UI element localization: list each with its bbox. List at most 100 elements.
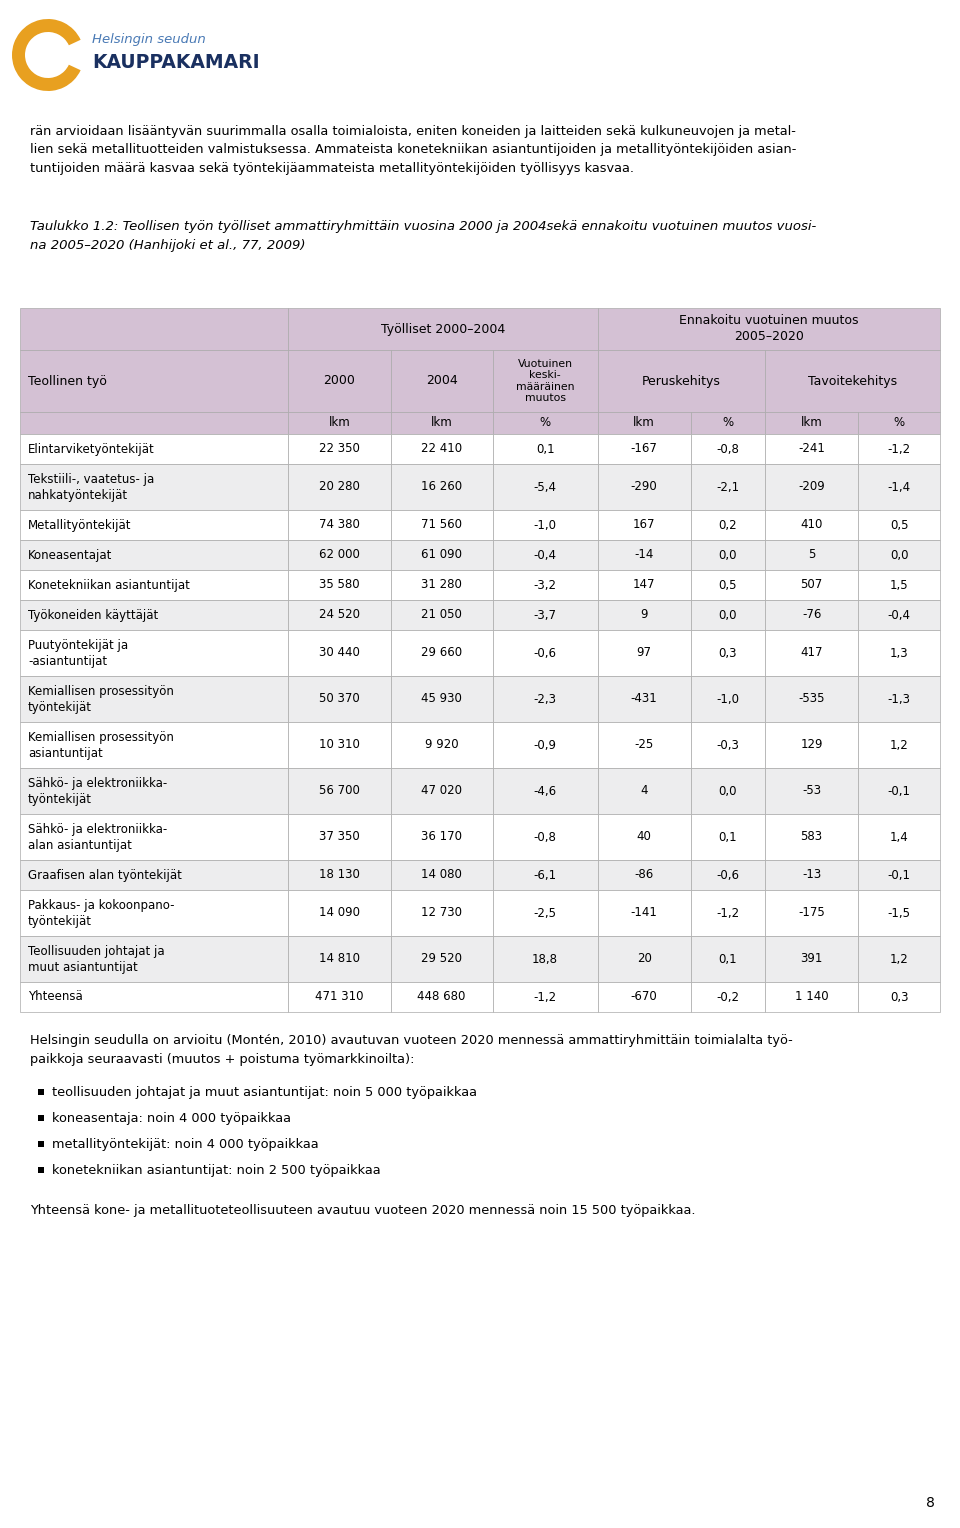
Text: 5: 5 xyxy=(808,549,815,561)
Text: Sähkö- ja elektroniikka-
työntekijät: Sähkö- ja elektroniikka- työntekijät xyxy=(28,776,167,805)
Bar xyxy=(20,601,288,630)
Text: -53: -53 xyxy=(802,784,821,798)
Bar xyxy=(691,570,765,601)
Text: 47 020: 47 020 xyxy=(421,784,462,798)
Text: 62 000: 62 000 xyxy=(319,549,360,561)
Text: -1,5: -1,5 xyxy=(888,906,911,920)
Bar xyxy=(691,814,765,860)
Bar xyxy=(597,723,691,769)
Text: 35 580: 35 580 xyxy=(319,579,360,591)
Text: -13: -13 xyxy=(802,868,821,882)
Bar xyxy=(492,434,597,465)
Bar xyxy=(391,723,492,769)
Bar xyxy=(691,889,765,937)
Bar xyxy=(765,434,858,465)
Bar xyxy=(765,860,858,889)
Bar xyxy=(492,769,597,814)
Bar xyxy=(858,570,940,601)
Bar xyxy=(288,510,391,539)
Bar xyxy=(597,769,691,814)
Text: lkm: lkm xyxy=(801,417,823,429)
Text: 147: 147 xyxy=(633,579,656,591)
Bar xyxy=(492,860,597,889)
Text: 56 700: 56 700 xyxy=(319,784,360,798)
Text: 1,4: 1,4 xyxy=(890,831,908,843)
Bar xyxy=(288,413,391,434)
Text: Kemiallisen prosessityön
asiantuntijat: Kemiallisen prosessityön asiantuntijat xyxy=(28,730,174,759)
Text: -175: -175 xyxy=(798,906,825,920)
Bar xyxy=(858,937,940,983)
Bar xyxy=(492,413,597,434)
Bar xyxy=(597,434,691,465)
Text: Graafisen alan työntekijät: Graafisen alan työntekijät xyxy=(28,868,181,882)
Text: Ennakoitu vuotuinen muutos
2005–2020: Ennakoitu vuotuinen muutos 2005–2020 xyxy=(679,315,858,344)
Bar xyxy=(858,889,940,937)
Bar xyxy=(597,675,691,723)
Bar xyxy=(858,510,940,539)
Text: -5,4: -5,4 xyxy=(534,480,557,494)
Bar xyxy=(38,1089,44,1096)
Bar xyxy=(38,1115,44,1122)
Wedge shape xyxy=(12,18,81,92)
Text: Teollinen työ: Teollinen työ xyxy=(28,374,107,388)
Bar xyxy=(20,539,288,570)
Text: Taulukko 1.2: Teollisen työn työlliset ammattiryhmittäin vuosina 2000 ja 2004sek: Taulukko 1.2: Teollisen työn työlliset a… xyxy=(30,220,816,252)
Text: 1,2: 1,2 xyxy=(890,738,908,752)
Text: -0,1: -0,1 xyxy=(888,784,911,798)
Bar xyxy=(20,723,288,769)
Text: 18,8: 18,8 xyxy=(532,952,558,966)
Text: -167: -167 xyxy=(631,443,658,455)
Bar xyxy=(765,350,940,413)
Bar xyxy=(38,1141,44,1148)
Text: -86: -86 xyxy=(635,868,654,882)
Bar xyxy=(765,675,858,723)
Bar xyxy=(391,465,492,510)
Text: Helsingin seudulla on arvioitu (Montén, 2010) avautuvan vuoteen 2020 mennessä am: Helsingin seudulla on arvioitu (Montén, … xyxy=(30,1034,793,1065)
Bar xyxy=(765,510,858,539)
Bar xyxy=(288,889,391,937)
Bar xyxy=(765,539,858,570)
Bar xyxy=(597,860,691,889)
Text: Teollisuuden johtajat ja
muut asiantuntijat: Teollisuuden johtajat ja muut asiantunti… xyxy=(28,944,164,973)
Text: 417: 417 xyxy=(801,646,823,660)
Text: 410: 410 xyxy=(801,518,823,532)
Bar xyxy=(20,889,288,937)
Text: 448 680: 448 680 xyxy=(418,990,466,1004)
Bar xyxy=(20,983,288,1012)
Bar xyxy=(288,983,391,1012)
Bar xyxy=(492,350,597,413)
Text: 4: 4 xyxy=(640,784,648,798)
Bar xyxy=(288,434,391,465)
Bar xyxy=(765,937,858,983)
Text: 0,3: 0,3 xyxy=(890,990,908,1004)
Bar xyxy=(597,309,940,350)
Bar xyxy=(391,434,492,465)
Text: 0,0: 0,0 xyxy=(719,549,737,561)
Text: 20: 20 xyxy=(636,952,652,966)
Text: 1 140: 1 140 xyxy=(795,990,828,1004)
Bar xyxy=(597,350,765,413)
Text: 0,5: 0,5 xyxy=(719,579,737,591)
Text: 14 090: 14 090 xyxy=(319,906,360,920)
Bar xyxy=(597,510,691,539)
Text: Työkoneiden käyttäjät: Työkoneiden käyttäjät xyxy=(28,608,158,622)
Bar xyxy=(858,769,940,814)
Text: -1,0: -1,0 xyxy=(716,692,739,706)
Bar xyxy=(391,570,492,601)
Text: 0,0: 0,0 xyxy=(719,608,737,622)
Bar xyxy=(391,630,492,675)
Bar xyxy=(492,630,597,675)
Bar xyxy=(492,465,597,510)
Bar xyxy=(492,723,597,769)
Bar xyxy=(391,675,492,723)
Text: -0,9: -0,9 xyxy=(534,738,557,752)
Text: 1,2: 1,2 xyxy=(890,952,908,966)
Bar xyxy=(391,889,492,937)
Text: 471 310: 471 310 xyxy=(315,990,364,1004)
Bar xyxy=(391,937,492,983)
Text: -1,2: -1,2 xyxy=(534,990,557,1004)
Bar xyxy=(858,539,940,570)
Bar xyxy=(597,814,691,860)
Text: -2,3: -2,3 xyxy=(534,692,557,706)
Text: -6,1: -6,1 xyxy=(534,868,557,882)
